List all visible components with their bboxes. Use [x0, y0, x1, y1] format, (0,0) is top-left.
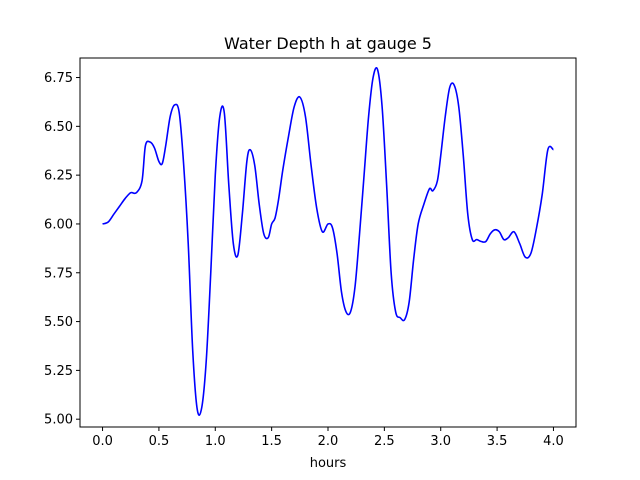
x-tick-label: 0.5: [149, 434, 170, 449]
x-axis: 0.0 0.5 1.0 1.5 2.0 2.5 3.0 3.5 4.0: [92, 427, 564, 449]
x-tick-label: 0.0: [92, 434, 113, 449]
y-tick-label: 6.75: [44, 71, 73, 86]
x-tick-label: 4.0: [543, 434, 564, 449]
series-line-0: [102, 66, 554, 416]
y-tick-label: 5.25: [44, 364, 73, 379]
y-tick-label: 6.25: [44, 169, 73, 184]
x-tick-label: 2.5: [374, 434, 395, 449]
y-tick-label: 5.75: [44, 266, 73, 281]
x-tick-label: 2.0: [318, 434, 339, 449]
x-tick-label: 1.5: [261, 434, 282, 449]
y-axis: 5.00 5.25 5.50 5.75 6.00 6.25 6.50 6.75: [44, 71, 80, 428]
x-tick-label: 3.5: [487, 434, 508, 449]
x-tick-label: 3.0: [430, 434, 451, 449]
y-tick-label: 6.00: [44, 217, 73, 232]
y-tick-label: 5.50: [44, 315, 73, 330]
plot-frame: [79, 57, 577, 428]
series-layer: [102, 66, 554, 416]
y-tick-label: 5.00: [44, 413, 73, 428]
x-axis-label: hours: [310, 456, 347, 471]
y-tick-label: 6.50: [44, 120, 73, 135]
chart-title: Water Depth h at gauge 5: [224, 34, 432, 53]
x-tick-label: 1.0: [205, 434, 226, 449]
plot-area: 0.0 0.5 1.0 1.5 2.0 2.5 3.0 3.5 4.0 5.00 5.25 5.50…: [44, 57, 577, 449]
